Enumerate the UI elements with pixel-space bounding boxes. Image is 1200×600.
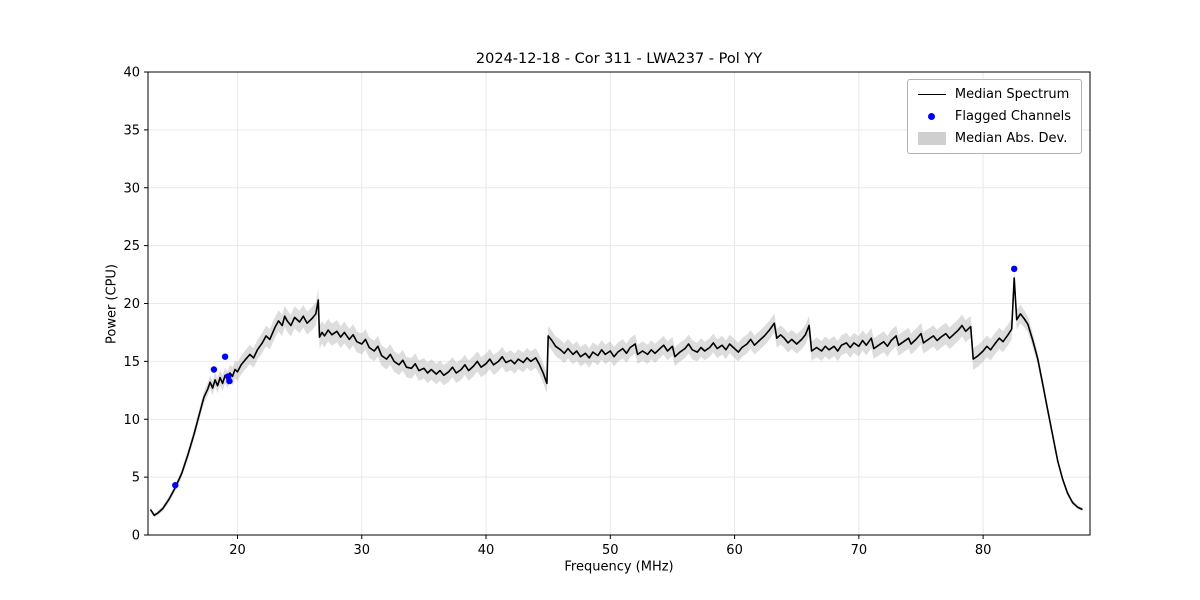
legend-label: Median Spectrum (954, 87, 1070, 102)
line-sample-icon (917, 94, 946, 95)
flagged-channel-dot (221, 353, 229, 360)
dot-sample-icon (918, 113, 946, 120)
x-tick-label: 80 (975, 543, 992, 558)
flagged-channel-dot (172, 482, 179, 489)
mad-band (150, 267, 1083, 518)
x-tick-label: 70 (851, 543, 868, 558)
y-tick-label: 0 (132, 529, 140, 544)
legend-item-median-abs-dev: Median Abs. Dev. (917, 130, 1071, 147)
x-axis-label: Frequency (MHz) (564, 559, 674, 575)
legend-item-flagged-channels: Flagged Channels (918, 108, 1071, 125)
legend-item-median-spectrum: Median Spectrum (917, 86, 1071, 103)
y-tick-label: 40 (123, 66, 140, 81)
y-tick-label: 5 (132, 471, 140, 486)
flagged-channel-dot (210, 366, 218, 373)
flagged-channel-dot (226, 377, 233, 385)
y-tick-label: 20 (123, 297, 140, 312)
chart-title: 2024-12-18 - Cor 311 - LWA237 - Pol YY (475, 51, 763, 67)
x-tick-label: 50 (602, 543, 619, 558)
x-tick-label: 20 (229, 543, 246, 558)
y-tick-label: 35 (123, 123, 140, 138)
y-tick-label: 30 (123, 181, 140, 196)
band-sample-icon (917, 132, 946, 145)
y-tick-label: 15 (123, 355, 140, 370)
y-tick-label: 25 (123, 239, 140, 254)
legend-label: Median Abs. Dev. (954, 131, 1068, 146)
x-tick-label: 60 (726, 543, 743, 558)
legend: Median Spectrum Flagged Channels Median … (906, 79, 1082, 154)
x-tick-label: 30 (353, 543, 370, 558)
x-tick-label: 40 (478, 543, 495, 558)
flagged-channel-dot (1011, 265, 1018, 272)
median-spectrum-line (149, 277, 1083, 517)
y-axis-label: Power (CPU) (104, 263, 120, 345)
legend-label: Flagged Channels (954, 109, 1071, 124)
y-tick-label: 10 (123, 413, 140, 428)
